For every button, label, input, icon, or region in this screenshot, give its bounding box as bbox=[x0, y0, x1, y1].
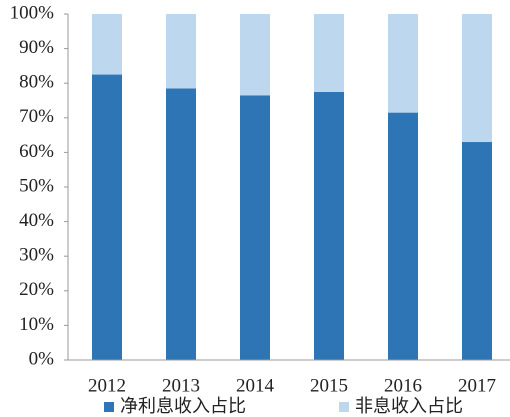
bar-segment bbox=[240, 95, 270, 360]
y-tick-label: 60% bbox=[19, 141, 54, 162]
x-tick-label: 2013 bbox=[162, 375, 200, 396]
y-tick-label: 50% bbox=[19, 175, 54, 196]
y-tick-label: 20% bbox=[19, 279, 54, 300]
x-tick-label: 2015 bbox=[310, 375, 348, 396]
bar-segment bbox=[92, 74, 122, 361]
bar-segment bbox=[166, 88, 196, 360]
legend-swatch bbox=[104, 402, 114, 412]
x-tick-label: 2017 bbox=[458, 375, 496, 396]
y-tick-label: 0% bbox=[29, 348, 55, 369]
y-tick-label: 80% bbox=[19, 72, 54, 93]
legend-label: 非息收入占比 bbox=[355, 396, 463, 417]
x-tick-label: 2012 bbox=[88, 375, 126, 396]
y-tick-label: 100% bbox=[10, 2, 55, 23]
bar-segment bbox=[314, 14, 344, 92]
y-tick-label: 70% bbox=[19, 106, 54, 127]
bar-segment bbox=[240, 14, 270, 96]
bar-segment bbox=[92, 14, 122, 75]
x-tick-label: 2016 bbox=[384, 375, 422, 396]
y-tick-label: 40% bbox=[19, 210, 54, 231]
bar-segment bbox=[462, 14, 492, 143]
legend-label: 净利息收入占比 bbox=[120, 396, 246, 417]
bar-segment bbox=[462, 142, 492, 360]
x-tick-label: 2014 bbox=[236, 375, 275, 396]
y-tick-label: 30% bbox=[19, 245, 54, 266]
bar-segment bbox=[166, 14, 196, 89]
bar-segment bbox=[388, 14, 418, 113]
bar-segment bbox=[314, 91, 344, 360]
legend-swatch bbox=[339, 402, 349, 412]
y-tick-label: 90% bbox=[19, 37, 54, 58]
y-tick-label: 10% bbox=[19, 314, 54, 335]
bar-segment bbox=[388, 112, 418, 360]
